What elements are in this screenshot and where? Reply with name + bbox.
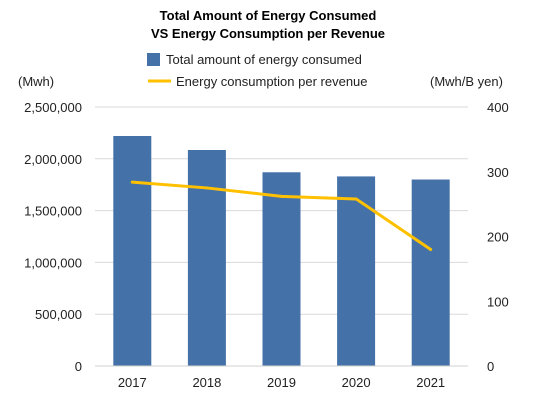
- bar-2018: [187, 149, 226, 366]
- x-tick-label: 2020: [342, 375, 371, 390]
- left-tick-label: 0: [75, 359, 82, 374]
- left-axis-unit: (Mwh): [18, 74, 54, 89]
- right-tick-label: 400: [487, 100, 509, 115]
- right-axis-ticks: 0 100 200 300 400: [487, 100, 509, 374]
- left-tick-label: 1,500,000: [24, 204, 82, 219]
- chart-title-line2: VS Energy Consumption per Revenue: [151, 26, 385, 41]
- left-tick-label: 2,500,000: [24, 100, 82, 115]
- bar-2019: [262, 172, 301, 366]
- line-point-2021: [429, 247, 433, 251]
- bar-2020: [337, 176, 376, 366]
- legend-bar-label: Total amount of energy consumed: [166, 52, 362, 67]
- left-tick-label: 500,000: [35, 307, 82, 322]
- line-series: [130, 180, 433, 251]
- bar-2017: [113, 136, 152, 366]
- line-point-2017: [130, 180, 134, 184]
- right-tick-label: 0: [487, 359, 494, 374]
- left-tick-label: 2,000,000: [24, 152, 82, 167]
- legend: Total amount of energy consumed Energy c…: [147, 52, 368, 89]
- left-axis-ticks: 0 500,000 1,000,000 1,500,000 2,000,000 2,500…: [24, 100, 82, 374]
- right-axis-unit: (Mwh/B yen): [430, 74, 503, 89]
- right-tick-label: 100: [487, 294, 509, 309]
- chart-title-line1: Total Amount of Energy Consumed: [160, 8, 377, 23]
- x-axis-ticks: 2017 2018 2019 2020 2021: [118, 375, 445, 390]
- line-point-2019: [280, 194, 283, 198]
- x-tick-label: 2021: [416, 375, 445, 390]
- bar-2021: [411, 179, 450, 366]
- x-tick-label: 2018: [192, 375, 221, 390]
- legend-line-label: Energy consumption per revenue: [176, 74, 368, 89]
- right-tick-label: 200: [487, 230, 509, 245]
- x-tick-label: 2017: [118, 375, 147, 390]
- bars: [113, 136, 450, 366]
- line-point-2018: [205, 186, 209, 190]
- legend-bar-swatch: [147, 53, 160, 66]
- right-tick-label: 300: [487, 165, 509, 180]
- left-tick-label: 1,000,000: [24, 255, 82, 270]
- x-tick-label: 2019: [267, 375, 296, 390]
- line-point-2020: [354, 197, 358, 201]
